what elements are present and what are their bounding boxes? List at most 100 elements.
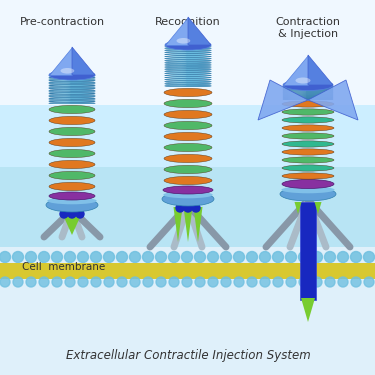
- Circle shape: [143, 277, 153, 287]
- Text: Pre-contraction: Pre-contraction: [20, 17, 105, 27]
- Ellipse shape: [164, 81, 212, 83]
- Ellipse shape: [49, 160, 95, 169]
- Circle shape: [65, 277, 75, 287]
- Ellipse shape: [49, 102, 95, 104]
- Ellipse shape: [53, 93, 70, 94]
- Text: Contraction
& Injection: Contraction & Injection: [276, 17, 340, 39]
- Ellipse shape: [169, 62, 187, 63]
- Ellipse shape: [283, 94, 333, 95]
- Ellipse shape: [288, 98, 306, 99]
- Ellipse shape: [49, 78, 95, 80]
- Circle shape: [195, 252, 206, 262]
- Ellipse shape: [46, 198, 98, 212]
- Circle shape: [168, 252, 180, 262]
- Ellipse shape: [48, 90, 96, 91]
- Ellipse shape: [48, 80, 96, 81]
- Bar: [0, 0, 375, 175]
- Ellipse shape: [164, 110, 212, 118]
- Circle shape: [338, 252, 348, 262]
- Ellipse shape: [283, 89, 333, 90]
- Ellipse shape: [164, 88, 212, 97]
- Ellipse shape: [165, 45, 211, 47]
- Text: Recognition: Recognition: [155, 17, 221, 27]
- Circle shape: [104, 277, 114, 287]
- Circle shape: [260, 277, 270, 287]
- Ellipse shape: [282, 157, 334, 163]
- Ellipse shape: [49, 192, 95, 200]
- Ellipse shape: [164, 45, 212, 47]
- Ellipse shape: [282, 90, 334, 91]
- Ellipse shape: [164, 68, 212, 70]
- Ellipse shape: [164, 79, 212, 81]
- Ellipse shape: [53, 103, 70, 104]
- Ellipse shape: [169, 45, 187, 46]
- Circle shape: [220, 252, 231, 262]
- Circle shape: [142, 252, 153, 262]
- Ellipse shape: [48, 91, 96, 93]
- Ellipse shape: [49, 90, 95, 91]
- Ellipse shape: [282, 180, 334, 189]
- Ellipse shape: [282, 117, 334, 123]
- Ellipse shape: [47, 197, 97, 204]
- Ellipse shape: [288, 99, 306, 100]
- Ellipse shape: [288, 94, 306, 95]
- Ellipse shape: [177, 38, 190, 44]
- Ellipse shape: [283, 98, 333, 99]
- Circle shape: [169, 277, 179, 287]
- Ellipse shape: [165, 47, 211, 49]
- Ellipse shape: [283, 99, 333, 100]
- Circle shape: [246, 252, 258, 262]
- Ellipse shape: [53, 83, 70, 84]
- Ellipse shape: [296, 78, 310, 84]
- Ellipse shape: [49, 101, 95, 102]
- Circle shape: [208, 277, 218, 287]
- Circle shape: [286, 277, 296, 287]
- Ellipse shape: [48, 96, 96, 98]
- Ellipse shape: [164, 66, 212, 68]
- Circle shape: [351, 252, 361, 262]
- Circle shape: [64, 252, 75, 262]
- Ellipse shape: [282, 173, 334, 179]
- Ellipse shape: [165, 83, 211, 85]
- Circle shape: [91, 277, 101, 287]
- Ellipse shape: [49, 70, 95, 80]
- Ellipse shape: [169, 83, 187, 84]
- Ellipse shape: [283, 97, 333, 98]
- Circle shape: [338, 277, 348, 287]
- Polygon shape: [174, 207, 183, 242]
- Ellipse shape: [49, 99, 95, 100]
- Ellipse shape: [282, 94, 334, 95]
- Polygon shape: [63, 215, 81, 235]
- Ellipse shape: [165, 64, 211, 66]
- Circle shape: [363, 252, 375, 262]
- Ellipse shape: [53, 99, 70, 100]
- Ellipse shape: [169, 73, 187, 74]
- Ellipse shape: [49, 96, 95, 98]
- Ellipse shape: [49, 182, 95, 190]
- Ellipse shape: [49, 83, 95, 84]
- Ellipse shape: [169, 60, 187, 61]
- Ellipse shape: [53, 96, 70, 97]
- Ellipse shape: [164, 176, 212, 184]
- Circle shape: [221, 277, 231, 287]
- Ellipse shape: [53, 101, 70, 102]
- Circle shape: [78, 277, 88, 287]
- Polygon shape: [188, 17, 211, 45]
- Ellipse shape: [49, 138, 95, 147]
- Ellipse shape: [49, 77, 95, 78]
- Ellipse shape: [164, 56, 212, 57]
- Ellipse shape: [48, 78, 96, 80]
- Ellipse shape: [53, 80, 70, 81]
- Ellipse shape: [164, 72, 212, 74]
- Polygon shape: [194, 207, 202, 242]
- Ellipse shape: [282, 89, 334, 90]
- Circle shape: [60, 210, 68, 218]
- Ellipse shape: [164, 83, 212, 85]
- Ellipse shape: [164, 99, 212, 108]
- Ellipse shape: [283, 93, 333, 94]
- Ellipse shape: [164, 64, 212, 66]
- Ellipse shape: [165, 60, 211, 62]
- Ellipse shape: [165, 66, 211, 68]
- Ellipse shape: [282, 92, 334, 93]
- Ellipse shape: [49, 93, 95, 94]
